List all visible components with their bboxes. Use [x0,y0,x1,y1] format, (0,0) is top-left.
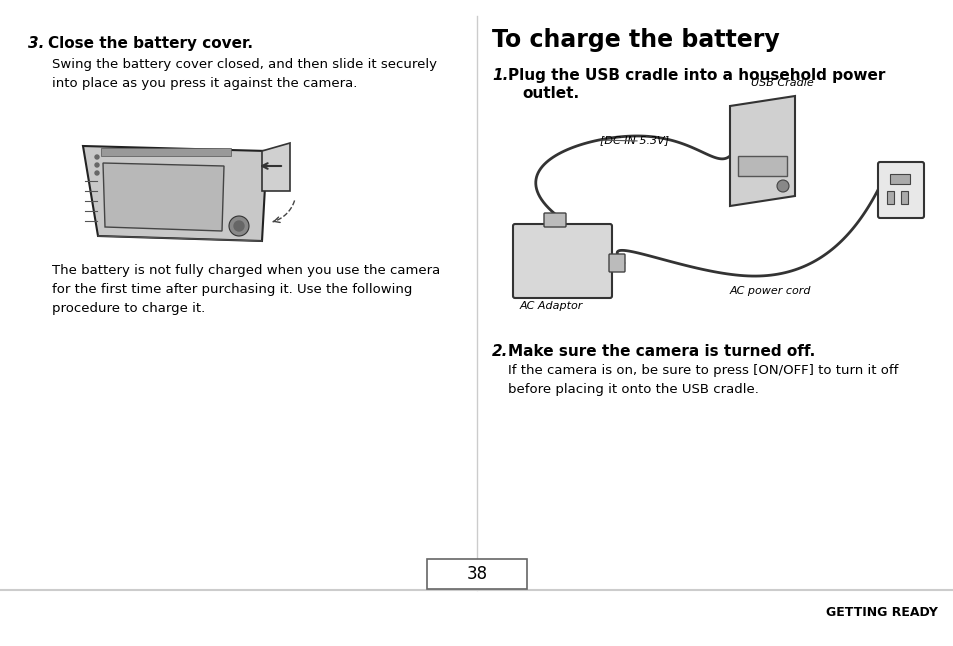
Polygon shape [103,163,224,231]
Circle shape [95,163,99,167]
Text: outlet.: outlet. [521,86,578,101]
Text: USB Cradle: USB Cradle [750,78,813,88]
Polygon shape [729,96,794,206]
Text: Make sure the camera is turned off.: Make sure the camera is turned off. [507,344,815,359]
Circle shape [776,180,788,192]
Text: The battery is not fully charged when you use the camera
for the first time afte: The battery is not fully charged when yo… [52,264,439,315]
Text: Swing the battery cover closed, and then slide it securely
into place as you pre: Swing the battery cover closed, and then… [52,58,436,90]
Text: Close the battery cover.: Close the battery cover. [48,36,253,51]
Polygon shape [262,143,290,191]
Circle shape [229,216,249,236]
Bar [886,191,893,204]
Text: GETTING READY: GETTING READY [825,605,937,618]
Bar [427,559,526,589]
Text: To charge the battery: To charge the battery [492,28,779,52]
FancyBboxPatch shape [513,224,612,298]
Text: AC power cord: AC power cord [728,286,810,296]
Text: If the camera is on, be sure to press [ON/OFF] to turn it off
before placing it : If the camera is on, be sure to press [O… [507,364,898,396]
Circle shape [95,171,99,175]
Bar [101,148,231,156]
FancyBboxPatch shape [608,254,624,272]
FancyBboxPatch shape [877,162,923,218]
Text: 1.: 1. [492,68,508,83]
FancyBboxPatch shape [543,213,565,227]
Bar [738,156,786,176]
Text: Plug the USB cradle into a household power: Plug the USB cradle into a household pow… [507,68,884,83]
Bar [889,174,909,184]
Text: 38: 38 [466,565,487,583]
Circle shape [95,155,99,159]
Text: AC Adaptor: AC Adaptor [519,301,583,311]
Text: 3.: 3. [28,36,45,51]
Polygon shape [83,146,267,241]
Bar [900,191,907,204]
Circle shape [233,221,244,231]
Text: [DC IN 5.3V]: [DC IN 5.3V] [599,135,668,145]
Text: 2.: 2. [492,344,508,359]
